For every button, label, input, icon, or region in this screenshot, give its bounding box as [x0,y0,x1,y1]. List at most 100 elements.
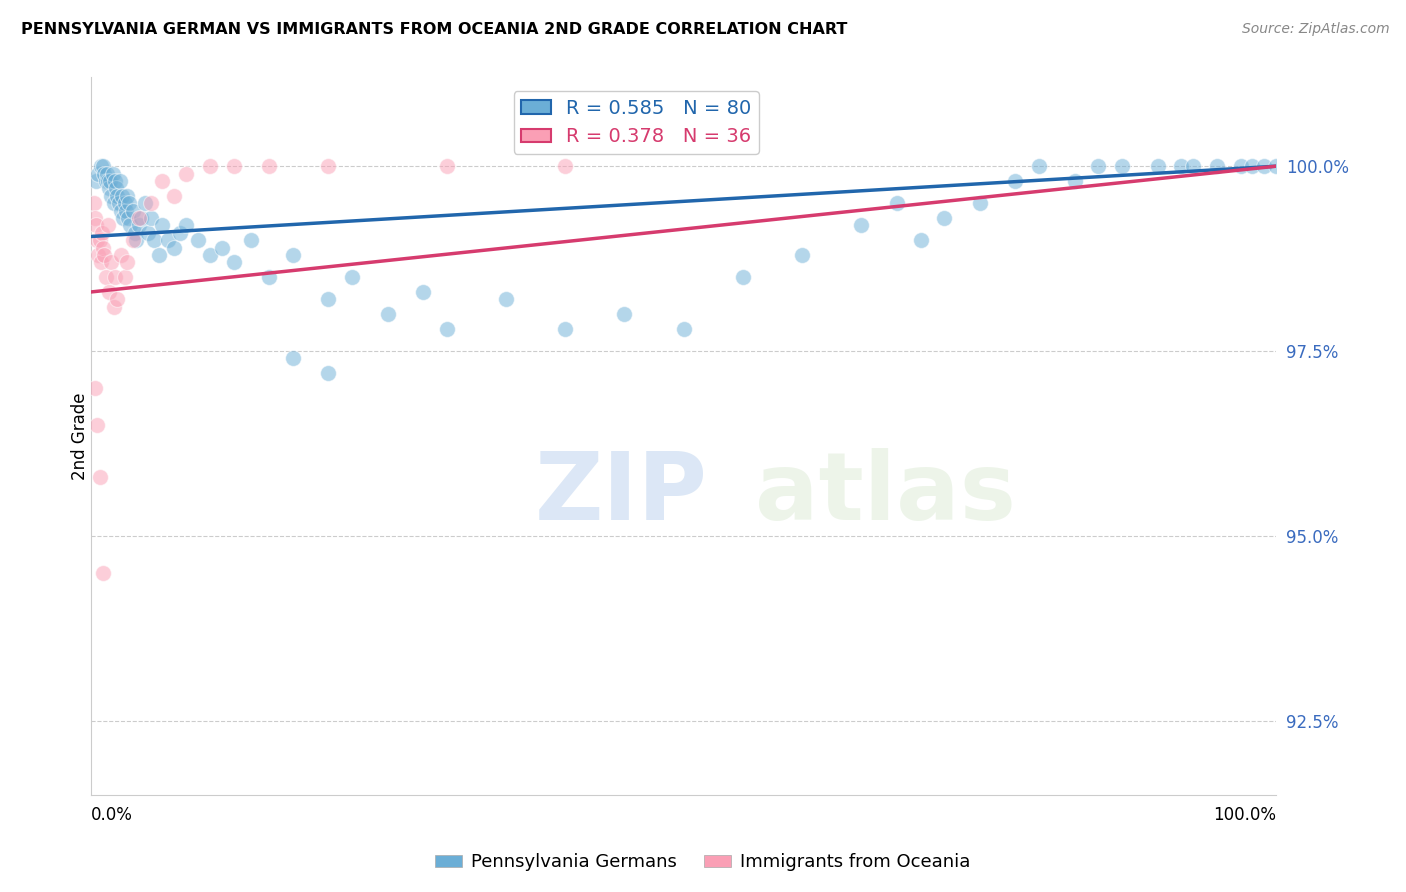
Point [125,233,148,247]
Point [731,270,754,285]
Point [98,174,121,188]
Point [139,211,162,225]
Point [136,226,159,240]
Point [101,167,124,181]
Point [104,174,127,188]
Point [134,196,156,211]
Point [281,351,304,366]
Point [83,196,105,211]
Point [240,233,263,247]
Point [120,219,142,233]
Point [98,181,121,195]
Point [851,219,873,233]
Text: Source: ZipAtlas.com: Source: ZipAtlas.com [1241,22,1389,37]
Point [128,211,150,225]
Point [495,293,517,307]
Point [93,167,115,181]
Point [1241,159,1264,173]
Point [174,219,197,233]
Text: PENNSYLVANIA GERMAN VS IMMIGRANTS FROM OCEANIA 2ND GRADE CORRELATION CHART: PENNSYLVANIA GERMAN VS IMMIGRANTS FROM O… [21,22,848,37]
Point [94,174,117,188]
Point [91,241,114,255]
Point [97,174,120,188]
Text: 100.0%: 100.0% [1213,806,1277,824]
Point [316,159,339,173]
Point [139,196,162,211]
Point [257,270,280,285]
Text: ZIP: ZIP [534,448,707,540]
Point [187,233,209,247]
Point [110,203,132,218]
Point [84,381,107,395]
Text: 0.0%: 0.0% [91,806,134,824]
Point [377,307,399,321]
Point [91,226,114,240]
Point [90,159,112,173]
Point [163,241,186,255]
Point [157,233,180,247]
Point [198,248,221,262]
Point [554,322,576,336]
Legend: R = 0.585   N = 80, R = 0.378   N = 36: R = 0.585 N = 80, R = 0.378 N = 36 [513,91,759,154]
Point [100,255,122,269]
Point [910,233,932,247]
Point [97,219,120,233]
Point [169,226,191,240]
Point [340,270,363,285]
Point [436,322,458,336]
Point [1087,159,1109,173]
Point [257,159,280,173]
Point [108,174,131,188]
Point [84,219,107,233]
Point [1028,159,1050,173]
Point [112,211,135,225]
Point [281,248,304,262]
Point [105,181,128,195]
Y-axis label: 2nd Grade: 2nd Grade [72,392,89,480]
Point [316,293,339,307]
Point [1229,159,1251,173]
Point [222,255,245,269]
Point [198,159,221,173]
Point [163,188,186,202]
Point [84,211,107,225]
Point [111,188,134,202]
Point [114,270,136,285]
Point [672,322,695,336]
Point [87,167,110,181]
Point [1111,159,1133,173]
Point [115,255,138,269]
Point [124,226,146,240]
Point [103,196,125,211]
Point [1063,174,1085,188]
Point [103,300,125,314]
Point [886,196,908,211]
Point [107,188,129,202]
Point [104,270,127,285]
Point [100,188,122,202]
Point [1182,159,1205,173]
Point [316,366,339,380]
Point [436,159,458,173]
Point [89,470,111,484]
Point [1265,159,1288,173]
Text: atlas: atlas [755,448,1015,540]
Point [89,233,111,247]
Point [117,211,139,225]
Point [1205,159,1227,173]
Point [107,293,129,307]
Point [86,233,108,247]
Point [96,167,118,181]
Point [222,159,245,173]
Point [969,196,991,211]
Point [1004,174,1026,188]
Point [91,566,114,580]
Point [107,196,129,211]
Point [1146,159,1168,173]
Point [211,241,233,255]
Point [118,196,141,211]
Point [93,248,115,262]
Point [174,167,197,181]
Point [412,285,434,299]
Point [148,248,170,262]
